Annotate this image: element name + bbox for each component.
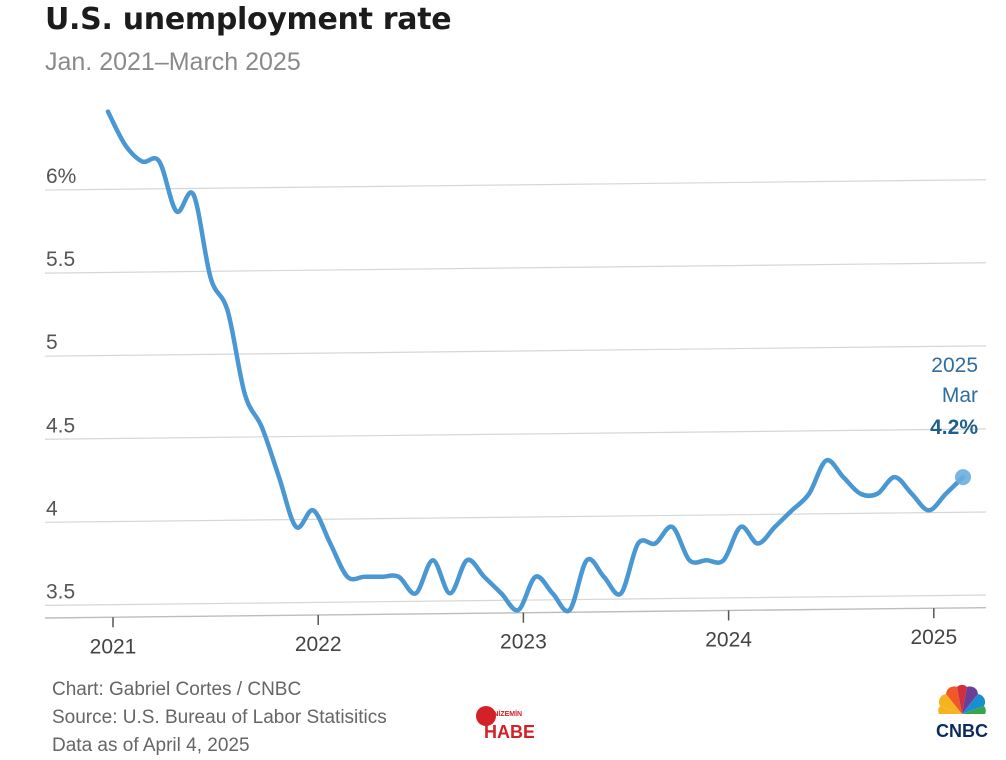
line-chart: 3.5 4 4.5 5 5.5 6% 2021 2022 2023 2024 2025 2025 … — [0, 0, 1006, 660]
annotation-year: 2025 — [931, 354, 978, 377]
x-tick-label: 2024 — [705, 628, 752, 651]
x-tick-label: 2023 — [500, 631, 547, 654]
last-point-marker — [955, 469, 971, 485]
watermark-logo: YENİZEMİN HABER — [474, 700, 534, 742]
unemployment-rate-line — [108, 112, 963, 612]
y-axis-ticks: 3.5 4 4.5 5 5.5 6% — [46, 165, 76, 603]
series-layer — [108, 112, 971, 612]
watermark-bottom-text: HABER — [484, 722, 534, 742]
x-tick-label: 2021 — [90, 635, 137, 658]
grid-line — [45, 346, 986, 356]
cnbc-logo: CNBC — [930, 680, 994, 740]
logo-text: CNBC — [936, 721, 988, 740]
x-tick-label: 2025 — [910, 626, 957, 649]
peacock-icon — [938, 685, 986, 714]
grid-line — [45, 512, 986, 522]
y-tick-label: 3.5 — [46, 580, 75, 603]
grid-line — [45, 180, 986, 190]
grid-line — [45, 263, 986, 273]
grid-line — [45, 429, 986, 439]
chart-credit: Chart: Gabriel Cortes / CNBC — [52, 676, 387, 704]
grid-line — [45, 595, 986, 605]
end-annotation: 2025 Mar 4.2% — [930, 354, 978, 439]
y-tick-label: 6% — [46, 165, 76, 188]
y-tick-label: 4.5 — [46, 414, 75, 437]
x-tick-label: 2022 — [295, 633, 342, 656]
grid-lines — [45, 180, 986, 618]
y-tick-label: 4 — [46, 497, 58, 520]
chart-footer: Chart: Gabriel Cortes / CNBC Source: U.S… — [52, 676, 387, 760]
annotation-month: Mar — [942, 384, 978, 407]
chart-source: Source: U.S. Bureau of Labor Statisitics — [52, 704, 387, 732]
chart-date: Data as of April 4, 2025 — [52, 732, 387, 760]
watermark-top-text: YENİZEMİN — [484, 710, 522, 718]
y-tick-label: 5 — [46, 331, 58, 354]
annotation-value: 4.2% — [930, 416, 978, 439]
y-tick-label: 5.5 — [46, 248, 75, 271]
